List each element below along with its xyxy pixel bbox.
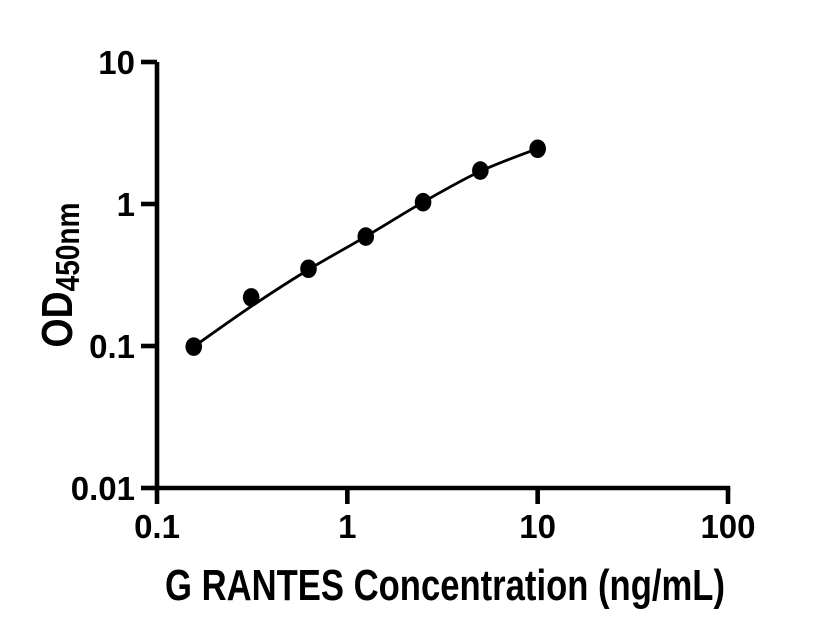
data-point: [472, 161, 489, 180]
x-tick-label: 100: [700, 508, 755, 545]
y-axis-title-subscript: 450nm: [50, 203, 87, 292]
data-point: [529, 139, 546, 159]
series-layer: [185, 139, 546, 356]
data-point: [357, 227, 375, 246]
x-tick-label: 0.1: [134, 508, 180, 545]
y-tick-label: 10: [98, 44, 135, 81]
y-axis-title: OD450nm: [32, 203, 86, 348]
data-point: [414, 192, 432, 212]
y-tick-label: 0.1: [89, 328, 135, 365]
x-tick-label: 10: [519, 508, 556, 545]
x-tick-label: 1: [338, 508, 356, 545]
y-axis-title-main: OD: [32, 291, 82, 347]
data-point: [300, 259, 317, 279]
y-tick-label: 0.01: [71, 470, 135, 507]
data-point: [242, 288, 260, 307]
y-tick-label: 1: [117, 186, 135, 223]
fit-curve: [192, 147, 539, 348]
data-point: [185, 337, 203, 356]
x-axis-title: G RANTES Concentration (ng/mL): [165, 561, 725, 610]
